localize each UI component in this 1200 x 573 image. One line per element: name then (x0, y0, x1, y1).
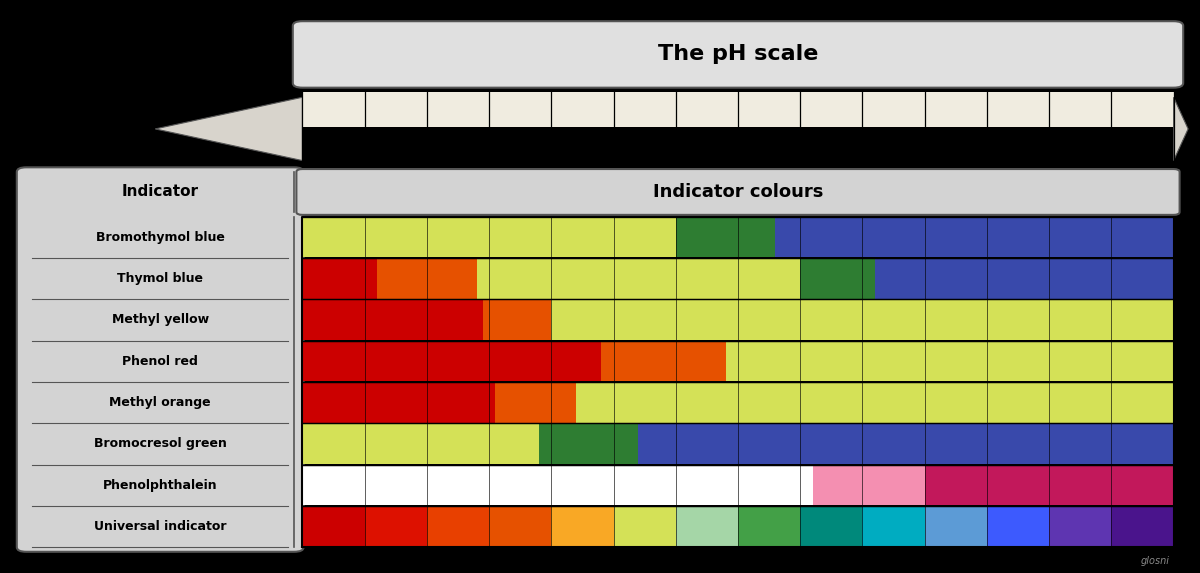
Bar (302, 92, 1174, 166)
Bar (302, 383, 496, 423)
Bar (302, 258, 377, 299)
Bar (302, 300, 482, 340)
Bar (302, 465, 812, 505)
Bar (1049, 507, 1111, 547)
FancyBboxPatch shape (293, 21, 1183, 88)
Text: The pH scale: The pH scale (658, 45, 818, 64)
Text: Methyl yellow: Methyl yellow (112, 313, 209, 327)
Bar (476, 258, 800, 299)
FancyArrow shape (155, 97, 302, 160)
Bar (539, 424, 638, 464)
Bar (638, 424, 1174, 464)
Bar (726, 341, 1174, 382)
Bar (551, 507, 613, 547)
Bar (676, 507, 738, 547)
Bar (676, 217, 775, 257)
Bar (551, 300, 1174, 340)
Text: Indicator: Indicator (121, 185, 199, 199)
Bar (302, 341, 601, 382)
Bar (302, 507, 365, 547)
Bar (925, 465, 1174, 505)
Bar (800, 507, 863, 547)
Bar (427, 507, 490, 547)
Bar (613, 507, 676, 547)
Bar (365, 507, 427, 547)
Bar (601, 341, 726, 382)
FancyBboxPatch shape (296, 169, 1180, 215)
Text: Bromothymol blue: Bromothymol blue (96, 231, 224, 244)
Bar (925, 507, 986, 547)
Bar (863, 507, 925, 547)
Bar (490, 507, 551, 547)
Text: Phenolphthalein: Phenolphthalein (103, 478, 217, 492)
Bar (576, 383, 1174, 423)
Bar (302, 424, 539, 464)
Bar (1111, 507, 1174, 547)
Bar (738, 507, 800, 547)
Bar (377, 258, 476, 299)
Text: Methyl orange: Methyl orange (109, 396, 211, 409)
Text: glosni: glosni (1141, 556, 1170, 566)
Bar (800, 258, 875, 299)
Bar (482, 300, 551, 340)
FancyArrow shape (1174, 97, 1188, 160)
FancyBboxPatch shape (17, 167, 304, 552)
Text: Bromocresol green: Bromocresol green (94, 437, 227, 450)
Text: Phenol red: Phenol red (122, 355, 198, 368)
Text: Thymol blue: Thymol blue (118, 272, 203, 285)
Bar (986, 507, 1049, 547)
Bar (302, 217, 676, 257)
Bar (875, 258, 1174, 299)
Bar (496, 383, 576, 423)
Bar (775, 217, 1174, 257)
Text: Universal indicator: Universal indicator (94, 520, 227, 533)
Bar (302, 92, 1174, 127)
Bar (812, 465, 925, 505)
Text: Indicator colours: Indicator colours (653, 183, 823, 201)
